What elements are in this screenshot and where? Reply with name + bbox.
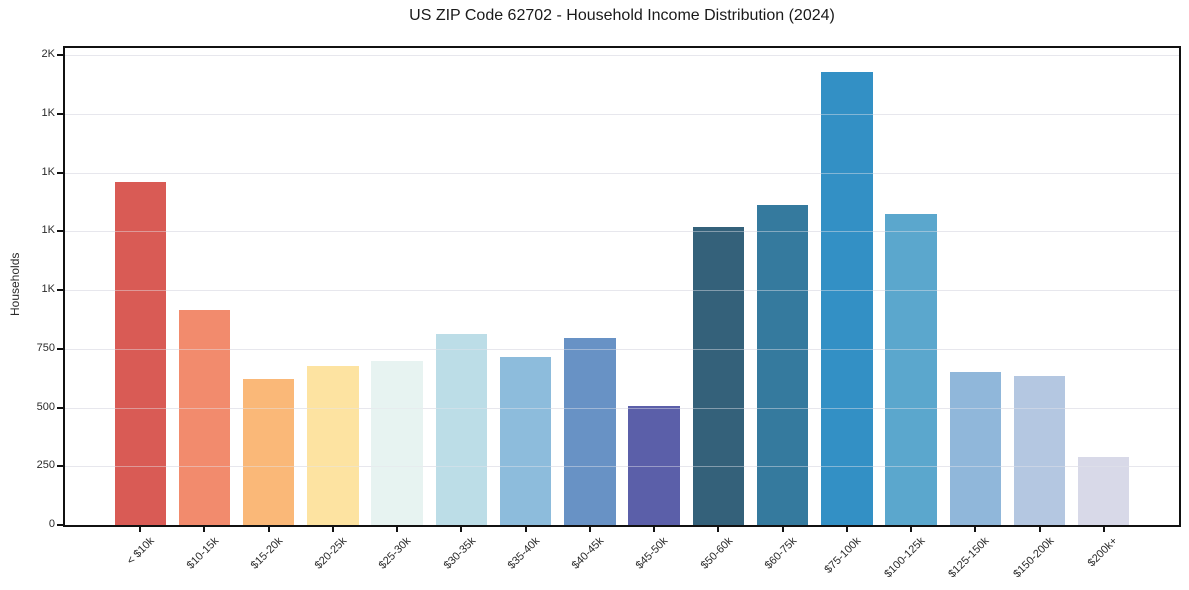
y-tick-mark	[57, 289, 63, 291]
y-tick-label: 2K	[41, 48, 55, 60]
x-tick-label: $200k+	[1086, 535, 1121, 570]
bar-$200k+	[1078, 456, 1130, 525]
y-tick-mark	[57, 347, 63, 350]
x-tick-mark	[203, 527, 206, 532]
x-tick-mark	[845, 527, 848, 532]
bar-$10-15k	[178, 310, 231, 525]
gridline	[65, 290, 1179, 291]
x-tick-mark	[396, 527, 399, 532]
x-tick-mark	[781, 527, 784, 532]
x-tick-label: $20-25k	[312, 535, 350, 572]
bar-$100-125k	[885, 213, 937, 525]
bar-$30-35k	[435, 333, 488, 525]
x-tick-label: $45-50k	[633, 535, 671, 572]
bar-$50-60k	[692, 226, 745, 525]
y-tick-mark	[57, 171, 63, 174]
gridline-overlay	[65, 466, 1179, 467]
x-tick-label: $75-100k	[822, 535, 864, 576]
gridline-overlay	[65, 290, 1179, 291]
gridline-overlay	[65, 349, 1179, 350]
chart-title: US ZIP Code 62702 - Household Income Dis…	[409, 7, 835, 24]
x-tick-label: $150-200k	[1010, 535, 1057, 581]
bar-$45-50k	[628, 406, 680, 525]
gridline	[65, 466, 1179, 467]
x-tick-mark	[524, 527, 527, 532]
x-tick-mark	[653, 527, 656, 532]
bar-$150-200k	[1013, 375, 1066, 525]
x-tick-label: $125-150k	[946, 535, 992, 581]
x-tick-mark	[588, 527, 591, 532]
x-tick-mark	[267, 527, 270, 532]
bar-$60-75k	[756, 205, 809, 525]
x-tick-label: $10-15k	[184, 535, 221, 572]
x-tick-mark	[717, 527, 720, 532]
bar-$40-45k	[564, 338, 616, 525]
gridline	[65, 173, 1179, 174]
gridline	[65, 55, 1179, 56]
bar-$15-20k	[243, 379, 295, 525]
x-tick-mark	[974, 527, 977, 532]
gridline	[65, 114, 1179, 115]
x-tick-label: $40-45k	[569, 535, 607, 572]
gridline	[65, 408, 1179, 409]
y-tick-mark	[57, 230, 63, 233]
y-tick-mark	[57, 465, 63, 468]
bar-$35-40k	[499, 357, 552, 525]
x-tick-mark	[460, 527, 463, 532]
x-tick-mark	[1038, 527, 1041, 532]
x-tick-mark	[910, 527, 913, 532]
y-tick-label: 1K	[41, 224, 55, 237]
y-tick-mark	[57, 54, 63, 56]
y-tick-mark	[57, 524, 63, 526]
bar-$125-150k	[949, 372, 1001, 525]
x-tick-mark	[139, 527, 142, 532]
y-tick-mark	[57, 112, 63, 115]
y-tick-label: 750	[36, 341, 55, 354]
x-tick-label: < $10k	[124, 535, 157, 568]
y-tick-label: 1K	[41, 283, 55, 295]
x-tick-label: $35-40k	[505, 535, 543, 572]
x-tick-label: $100-125k	[882, 535, 928, 581]
bar-$20-25k	[307, 366, 359, 525]
x-tick-label: $15-20k	[248, 535, 286, 572]
x-tick-mark	[1102, 527, 1105, 532]
gridline-overlay	[65, 114, 1179, 115]
x-tick-label: $60-75k	[762, 535, 800, 572]
y-tick-label: 1K	[41, 106, 55, 119]
y-tick-label: 500	[36, 400, 55, 413]
x-tick-label: $25-30k	[376, 535, 414, 572]
x-tick-mark	[331, 527, 334, 532]
y-tick-label: 0	[48, 518, 55, 530]
gridline-overlay	[65, 173, 1179, 174]
bar-< $10k	[114, 181, 166, 525]
y-tick-mark	[57, 406, 63, 409]
gridline	[65, 349, 1179, 350]
gridline-overlay	[65, 231, 1179, 232]
y-tick-label: 250	[36, 459, 55, 472]
bar-$25-30k	[371, 360, 423, 525]
gridline-overlay	[65, 408, 1179, 409]
gridline	[65, 231, 1179, 232]
x-tick-label: $30-35k	[441, 535, 478, 572]
gridline-overlay	[65, 55, 1179, 56]
bar-$75-100k	[821, 71, 873, 525]
y-tick-label: 1K	[41, 165, 55, 178]
x-tick-label: $50-60k	[698, 535, 735, 572]
plot-area	[63, 46, 1181, 527]
